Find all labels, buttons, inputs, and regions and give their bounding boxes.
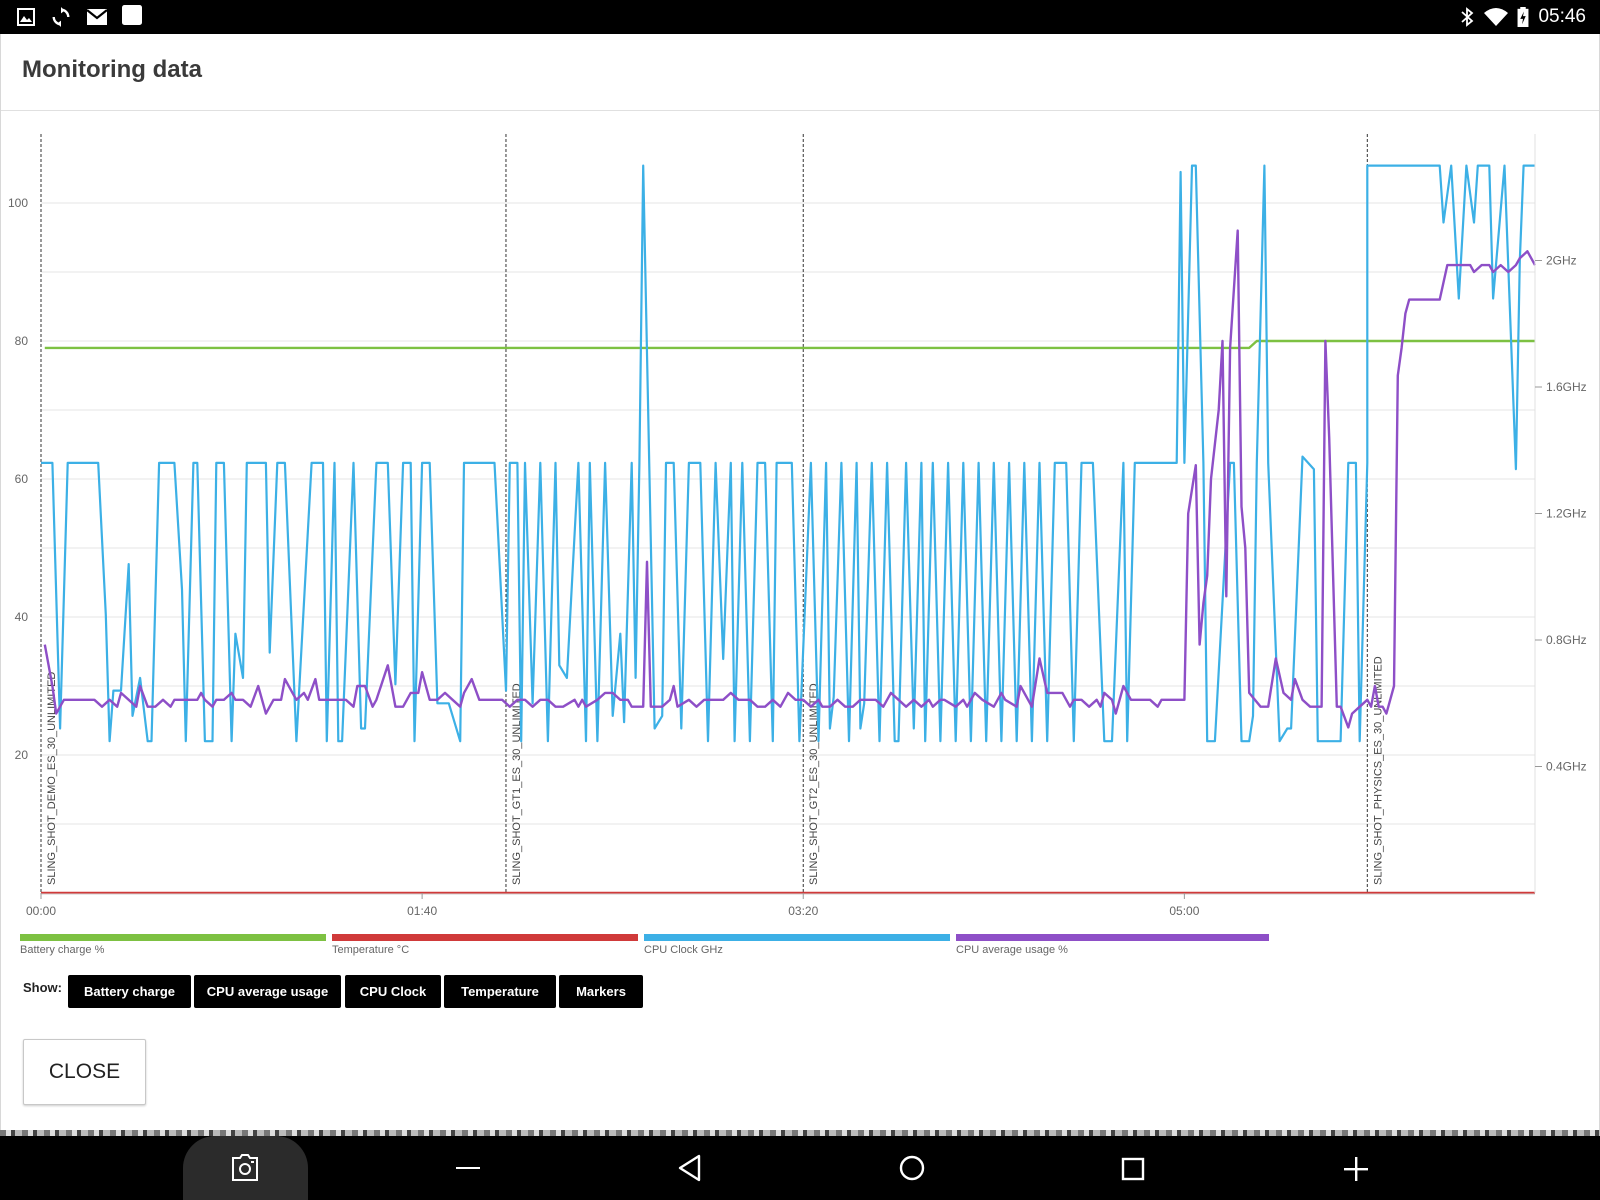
legend-temperature-swatch <box>332 934 638 941</box>
legend-cpu-usage: CPU average usage % <box>956 934 1269 964</box>
legend-cpu-usage-swatch <box>956 934 1269 941</box>
minus-icon[interactable] <box>456 1166 480 1170</box>
wifi-icon <box>1484 8 1508 26</box>
screenshot-button[interactable] <box>183 1136 308 1200</box>
toggle-battery-charge-button[interactable]: Battery charge <box>68 975 191 1008</box>
bluetooth-icon <box>1461 7 1474 27</box>
toggle-temperature-button[interactable]: Temperature <box>444 975 556 1008</box>
status-time: 05:46 <box>1538 6 1586 27</box>
legend-temperature: Temperature °C <box>332 934 638 964</box>
x-tick-label: 00:00 <box>26 904 56 918</box>
status-bar: 05:46 <box>0 0 1600 34</box>
legend-cpu-clock: CPU Clock GHz <box>644 934 950 964</box>
x-tick-label: 01:40 <box>407 904 437 918</box>
legend-battery: Battery charge % <box>20 934 326 964</box>
legend-temperature-label: Temperature °C <box>332 944 410 956</box>
page-title: Monitoring data <box>22 56 202 83</box>
y-right-tick-label: 2GHz <box>1546 254 1577 268</box>
blank-notification-icon <box>122 5 142 25</box>
toggle-markers-button[interactable]: Markers <box>559 975 643 1008</box>
title-bar: Monitoring data <box>1 34 1599 111</box>
gmail-icon <box>86 9 108 25</box>
y-left-tick-label: 20 <box>15 748 29 762</box>
legend-cpu-clock-swatch <box>644 934 950 941</box>
series-line-battery-charge <box>44 339 1535 350</box>
image-icon <box>17 8 35 26</box>
marker-label: SLING_SHOT_PHYSICS_ES_30_UNLIMITED <box>1372 656 1384 885</box>
y-right-tick-label: 0.8GHz <box>1546 633 1587 647</box>
navigation-bar <box>0 1136 1600 1200</box>
recents-icon[interactable] <box>1121 1157 1145 1181</box>
y-right-tick-label: 1.6GHz <box>1546 380 1587 394</box>
wallpaper-strip <box>0 1130 1600 1136</box>
y-left-tick-label: 40 <box>15 610 29 624</box>
plus-icon[interactable] <box>1343 1156 1369 1182</box>
home-icon[interactable] <box>898 1154 926 1182</box>
toggle-cpu-clock-button[interactable]: CPU Clock <box>345 975 441 1008</box>
legend-battery-swatch <box>20 934 326 941</box>
toggle-cpu-average-usage-button[interactable]: CPU average usage <box>194 975 341 1008</box>
x-tick-label: 03:20 <box>788 904 818 918</box>
back-icon[interactable] <box>678 1154 702 1182</box>
y-left-tick-label: 80 <box>15 334 29 348</box>
legend-cpu-clock-label: CPU Clock GHz <box>644 944 723 956</box>
y-right-tick-label: 1.2GHz <box>1546 507 1587 521</box>
y-left-tick-label: 100 <box>8 196 28 210</box>
series-line-cpu-average-usage <box>43 229 1537 729</box>
x-tick-label: 05:00 <box>1169 904 1199 918</box>
sync-icon <box>52 7 70 27</box>
series-line-cpu-clock-ghz <box>41 164 1535 743</box>
marker-label: SLING_SHOT_GT1_ES_30_UNLIMITED <box>511 683 523 885</box>
y-right-tick-label: 0.4GHz <box>1546 760 1587 774</box>
show-label: Show: <box>23 980 62 995</box>
marker-label: SLING_SHOT_DEMO_ES_30_UNLIMITED <box>46 672 58 885</box>
monitoring-chart: SLING_SHOT_DEMO_ES_30_UNLIMITED SLING_SHO… <box>8 134 1587 918</box>
y-left-tick-label: 60 <box>15 472 29 486</box>
screenshot-icon <box>232 1154 258 1181</box>
legend-battery-label: Battery charge % <box>20 944 105 956</box>
close-button[interactable]: CLOSE <box>23 1039 146 1105</box>
legend-cpu-usage-label: CPU average usage % <box>956 944 1068 956</box>
battery-icon <box>1517 7 1529 27</box>
